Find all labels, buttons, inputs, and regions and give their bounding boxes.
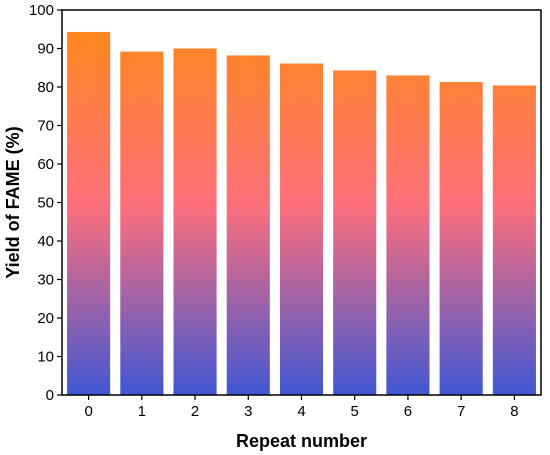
y-tick-label: 50 <box>37 195 54 212</box>
y-axis-ticks: 0 10 20 30 40 50 60 70 80 90 100 <box>29 2 62 404</box>
bar-group <box>67 31 536 396</box>
y-tick-label: 40 <box>37 233 54 250</box>
bar-4 <box>279 63 324 395</box>
x-tick-label: 6 <box>404 403 412 420</box>
x-axis-label: Repeat number <box>236 431 367 451</box>
bar-5 <box>333 70 377 395</box>
plot-frame <box>61 9 542 396</box>
x-tick-label: 1 <box>138 403 146 420</box>
x-axis-ticks: 0 1 2 3 4 5 6 7 8 <box>84 395 519 420</box>
x-tick-label: 8 <box>510 403 518 420</box>
x-tick-label: 4 <box>297 403 305 420</box>
x-tick-label: 7 <box>457 403 465 420</box>
bar-7 <box>439 81 483 396</box>
bar-3 <box>226 55 270 396</box>
y-tick-label: 60 <box>37 156 54 173</box>
y-tick-label: 30 <box>37 272 54 289</box>
y-tick-label: 20 <box>37 310 54 327</box>
y-axis-label: Yield of FAME (%) <box>3 126 23 278</box>
y-tick-label: 80 <box>37 79 54 96</box>
bar-8 <box>492 85 536 396</box>
bar-6 <box>386 75 430 395</box>
bar-1 <box>120 51 164 396</box>
y-tick-label: 70 <box>37 118 54 135</box>
bar-2 <box>173 48 217 395</box>
x-tick-label: 2 <box>191 403 199 420</box>
x-tick-label: 3 <box>244 403 252 420</box>
bar-0 <box>67 31 111 395</box>
x-tick-label: 0 <box>84 403 92 420</box>
x-tick-label: 5 <box>351 403 359 420</box>
y-tick-label: 90 <box>37 41 54 58</box>
y-tick-label: 100 <box>29 2 54 19</box>
y-tick-label: 0 <box>46 387 54 404</box>
y-tick-label: 10 <box>37 349 54 366</box>
